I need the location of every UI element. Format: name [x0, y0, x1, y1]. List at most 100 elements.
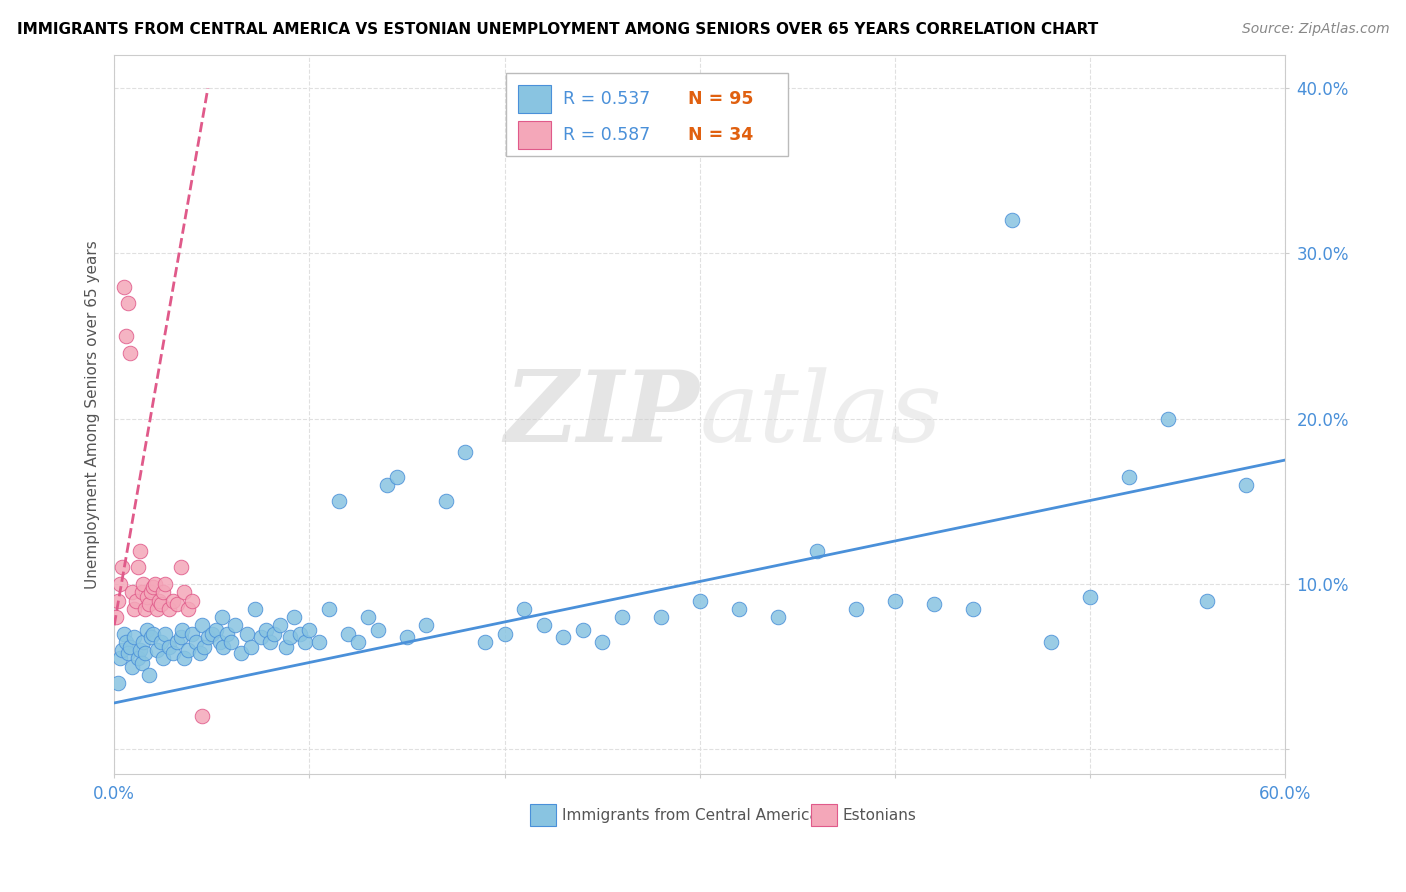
Point: [108, 577, 131, 591]
Point: [142, 626, 165, 640]
Point: [263, 626, 285, 640]
Point: [162, 646, 184, 660]
Point: [494, 626, 516, 640]
Point: [148, 593, 170, 607]
Point: [347, 635, 370, 649]
Point: [689, 593, 711, 607]
Point: [136, 591, 159, 605]
Point: [186, 635, 208, 649]
Point: [224, 618, 246, 632]
Point: [845, 601, 868, 615]
Point: [143, 577, 166, 591]
Point: [131, 657, 153, 671]
Point: [121, 585, 143, 599]
Point: [169, 560, 191, 574]
Point: [115, 635, 138, 649]
Point: [197, 630, 219, 644]
Point: [141, 585, 163, 599]
Point: [208, 635, 231, 649]
Point: [107, 676, 129, 690]
Point: [259, 635, 281, 649]
Point: [243, 601, 266, 615]
Point: [337, 626, 360, 640]
Point: [111, 643, 134, 657]
Point: [157, 601, 180, 615]
Point: [551, 630, 574, 644]
Point: [117, 646, 139, 660]
Point: [249, 630, 271, 644]
Point: [132, 635, 155, 649]
Point: [221, 635, 243, 649]
Point: [117, 296, 139, 310]
Point: [112, 279, 135, 293]
Text: R = 0.587: R = 0.587: [562, 126, 650, 144]
Point: [269, 618, 291, 632]
Point: [152, 585, 174, 599]
Point: [395, 630, 418, 644]
Point: [188, 646, 211, 660]
Point: [318, 601, 340, 615]
Point: [131, 585, 153, 599]
Point: [118, 345, 141, 359]
Point: [128, 643, 150, 657]
Point: [157, 640, 180, 654]
Y-axis label: Unemployment Among Seniors over 65 years: Unemployment Among Seniors over 65 years: [86, 240, 100, 589]
Point: [513, 601, 536, 615]
Point: [1234, 478, 1257, 492]
Text: N = 34: N = 34: [688, 126, 754, 144]
Point: [191, 709, 214, 723]
Point: [169, 630, 191, 644]
Point: [177, 643, 200, 657]
Text: IMMIGRANTS FROM CENTRAL AMERICA VS ESTONIAN UNEMPLOYMENT AMONG SENIORS OVER 65 Y: IMMIGRANTS FROM CENTRAL AMERICA VS ESTON…: [17, 22, 1098, 37]
Point: [177, 601, 200, 615]
Point: [122, 601, 145, 615]
Point: [111, 560, 134, 574]
Point: [308, 635, 330, 649]
Text: Estonians: Estonians: [842, 807, 917, 822]
Bar: [519, 121, 551, 149]
Point: [142, 580, 165, 594]
Point: [1157, 411, 1180, 425]
Point: [328, 494, 350, 508]
Point: [134, 646, 156, 660]
Bar: [530, 805, 555, 826]
Point: [591, 635, 613, 649]
Point: [191, 618, 214, 632]
Point: [415, 618, 437, 632]
Point: [121, 659, 143, 673]
Point: [204, 624, 226, 638]
Point: [650, 610, 672, 624]
Point: [367, 624, 389, 638]
Point: [211, 610, 233, 624]
Point: [141, 630, 163, 644]
Point: [236, 626, 259, 640]
Point: [1118, 469, 1140, 483]
FancyBboxPatch shape: [506, 73, 787, 156]
Point: [571, 624, 593, 638]
Point: [146, 601, 169, 615]
Text: atlas: atlas: [700, 367, 942, 462]
Point: [454, 444, 477, 458]
Point: [172, 624, 194, 638]
Point: [150, 635, 173, 649]
Point: [212, 640, 235, 654]
Point: [138, 597, 160, 611]
Point: [474, 635, 496, 649]
Point: [962, 601, 984, 615]
Point: [150, 597, 173, 611]
Point: [127, 560, 149, 574]
Point: [127, 651, 149, 665]
Point: [274, 640, 297, 654]
Point: [146, 643, 169, 657]
Point: [193, 640, 215, 654]
Point: [766, 610, 789, 624]
Point: [134, 601, 156, 615]
Point: [377, 478, 399, 492]
Point: [217, 626, 239, 640]
Point: [112, 626, 135, 640]
Point: [533, 618, 555, 632]
Bar: [519, 86, 551, 112]
Point: [229, 646, 252, 660]
Point: [1040, 635, 1063, 649]
Text: ZIP: ZIP: [505, 367, 700, 463]
